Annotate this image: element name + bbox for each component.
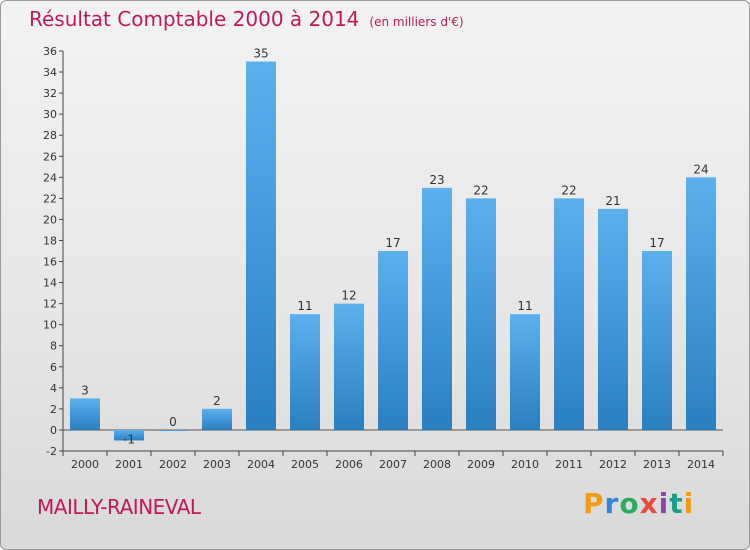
y-tick-label: 18 <box>43 234 57 247</box>
bar <box>686 177 716 430</box>
bar <box>598 208 628 430</box>
data-label: 12 <box>341 289 356 303</box>
labels: 3 2000 -1 2001 0 2002 2 2003 35 2004 11 2005 12 2006 1… <box>71 47 715 471</box>
data-label: 0 <box>169 415 177 429</box>
y-tick-label: 10 <box>43 319 57 332</box>
x-tick-label: 2007 <box>379 458 407 471</box>
bar <box>202 408 232 430</box>
x-tick-label: 2010 <box>511 458 539 471</box>
town-name: MAILLY-RAINEVAL <box>37 495 201 519</box>
y-tick-label: 2 <box>50 403 57 416</box>
bar <box>642 251 672 430</box>
bar <box>290 314 320 430</box>
y-tick-label: 36 <box>43 45 57 58</box>
y-tick-label: 30 <box>43 108 57 121</box>
bars <box>70 61 716 441</box>
x-tick-label: 2000 <box>71 458 99 471</box>
x-tick-label: 2013 <box>643 458 671 471</box>
x-tick-label: 2004 <box>247 458 275 471</box>
data-label: 22 <box>561 183 576 197</box>
x-tick-label: 2006 <box>335 458 363 471</box>
data-label: 3 <box>81 383 89 397</box>
y-tick-label: 16 <box>43 256 57 269</box>
y-tick-label: 12 <box>43 298 57 311</box>
x-tick-label: 2005 <box>291 458 319 471</box>
chart-subtitle: (en milliers d'€) <box>369 15 464 29</box>
y-tick-label: 22 <box>43 192 57 205</box>
bar <box>510 314 540 430</box>
bar <box>246 61 276 430</box>
y-tick-label: 4 <box>50 382 57 395</box>
y-tick-label: 26 <box>43 150 57 163</box>
y-tick-label: 34 <box>43 66 57 79</box>
y-tick-label: 20 <box>43 213 57 226</box>
y-tick-label: 28 <box>43 129 57 142</box>
x-tick-label: 2012 <box>599 458 627 471</box>
bar <box>114 429 144 441</box>
y-tick-label: 32 <box>43 87 57 100</box>
data-label: 23 <box>429 173 444 187</box>
bar <box>554 198 584 430</box>
x-tick-label: 2009 <box>467 458 495 471</box>
title-row: Résultat Comptable 2000 à 2014 (en millie… <box>29 7 464 31</box>
data-label: 22 <box>473 183 488 197</box>
y-tick-label: 24 <box>43 171 57 184</box>
bar <box>466 198 496 430</box>
y-tick-label: 6 <box>50 361 57 374</box>
bar <box>378 251 408 430</box>
data-label: 21 <box>605 194 620 208</box>
data-label: 2 <box>213 394 221 408</box>
proxiti-logo: Proxiti <box>583 487 695 520</box>
data-label: 11 <box>517 299 532 313</box>
x-tick-label: 2008 <box>423 458 451 471</box>
y-tick-label: -2 <box>46 445 57 458</box>
bar <box>334 303 364 430</box>
data-label: 17 <box>649 236 664 250</box>
x-tick-label: 2002 <box>159 458 187 471</box>
data-label: 17 <box>385 236 400 250</box>
x-tick-label: 2003 <box>203 458 231 471</box>
bar <box>70 398 100 430</box>
data-label: 11 <box>297 299 312 313</box>
bar <box>158 429 188 431</box>
bar <box>422 187 452 430</box>
data-label: 35 <box>253 47 268 61</box>
data-label: -1 <box>123 432 135 446</box>
y-tick-label: 8 <box>50 340 57 353</box>
x-tick-label: 2001 <box>115 458 143 471</box>
y-tick-label: 14 <box>43 277 57 290</box>
data-label: 24 <box>693 162 708 176</box>
chart-title: Résultat Comptable 2000 à 2014 <box>29 7 360 31</box>
x-tick-label: 2014 <box>687 458 715 471</box>
x-tick-label: 2011 <box>555 458 583 471</box>
y-tick-label: 0 <box>50 424 57 437</box>
